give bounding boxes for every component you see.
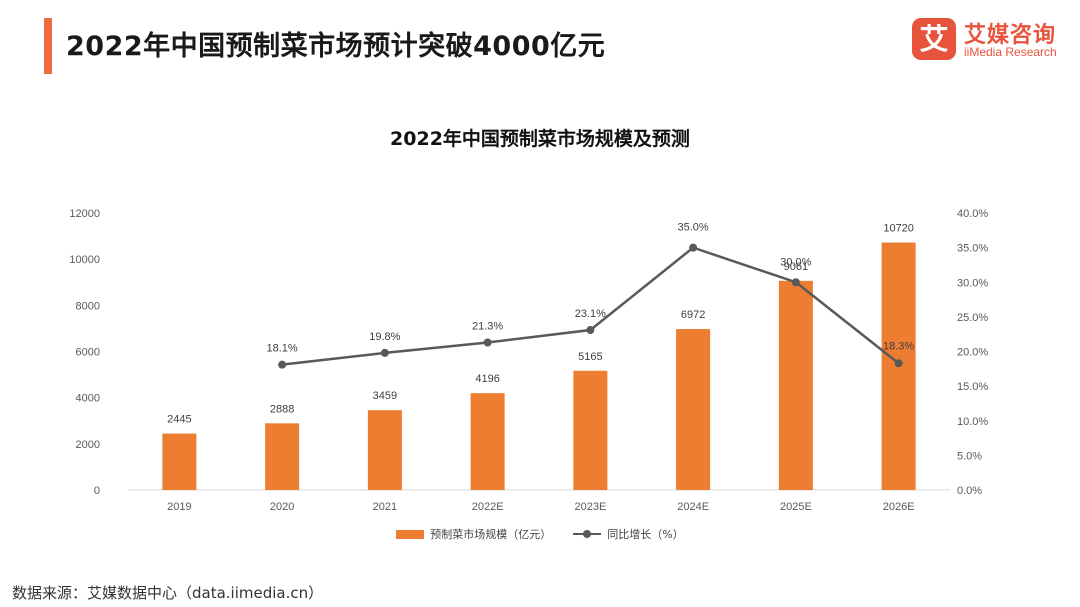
x-tick-label: 2021	[373, 501, 397, 513]
growth-point	[380, 348, 389, 357]
bar-value-label: 6972	[681, 309, 705, 321]
growth-point	[791, 278, 800, 287]
x-tick-label: 2024E	[677, 501, 709, 513]
legend-item-line: 同比增长（%）	[573, 526, 684, 542]
logo-name-cn: 艾媒咨询	[964, 23, 1057, 48]
growth-value-label: 18.3%	[883, 340, 914, 352]
growth-value-label: 30.0%	[780, 256, 811, 268]
title-accent-bar	[44, 18, 52, 74]
y2-tick-label: 40.0%	[957, 208, 988, 220]
legend-line-swatch	[573, 529, 602, 539]
growth-value-label: 21.3%	[472, 320, 503, 332]
y2-tick-label: 25.0%	[957, 312, 988, 324]
growth-value-label: 18.1%	[267, 343, 298, 355]
logo-mark-icon: 艾	[912, 18, 956, 60]
y2-tick-label: 35.0%	[957, 243, 988, 255]
y-tick-label: 12000	[69, 208, 100, 220]
bar-value-label: 4196	[475, 373, 499, 385]
y-tick-label: 6000	[76, 347, 100, 359]
bar	[367, 410, 402, 490]
bar	[676, 329, 711, 490]
brand-logo: 艾 艾媒咨询 iiMedia Research	[912, 16, 1072, 64]
x-tick-label: 2025E	[780, 501, 812, 513]
bar	[778, 280, 813, 490]
y2-tick-label: 0.0%	[957, 485, 982, 497]
y2-tick-label: 15.0%	[957, 381, 988, 393]
legend-item-bar: 预制菜市场规模（亿元）	[396, 526, 551, 542]
y-tick-label: 0	[94, 485, 100, 497]
growth-point	[483, 338, 492, 347]
bar	[470, 393, 505, 490]
x-tick-label: 2020	[270, 501, 294, 513]
growth-point	[278, 360, 287, 369]
x-tick-label: 2026E	[883, 501, 915, 513]
bar	[162, 433, 197, 490]
growth-point	[586, 326, 595, 335]
y-tick-label: 10000	[69, 254, 100, 266]
bar-value-label: 9061	[784, 261, 808, 273]
y2-tick-label: 10.0%	[957, 416, 988, 428]
growth-point	[689, 243, 698, 252]
x-tick-label: 2022E	[472, 501, 504, 513]
bar-value-label: 2888	[270, 403, 294, 415]
chart-title: 2022年中国预制菜市场规模及预测	[390, 128, 690, 150]
logo-name-en: iiMedia Research	[964, 45, 1057, 59]
page-title: 2022年中国预制菜市场预计突破4000亿元	[66, 31, 606, 62]
growth-value-label: 19.8%	[369, 331, 400, 343]
legend-line-label: 同比增长（%）	[607, 528, 684, 541]
y2-tick-label: 30.0%	[957, 277, 988, 289]
bar-value-label: 3459	[373, 390, 397, 402]
bar-value-label: 2445	[167, 414, 191, 426]
legend-bar-label: 预制菜市场规模（亿元）	[430, 528, 552, 541]
x-tick-label: 2019	[167, 501, 191, 513]
growth-value-label: 35.0%	[678, 222, 709, 234]
growth-value-label: 23.1%	[575, 308, 606, 320]
legend-bar-swatch	[396, 529, 425, 539]
bar-value-label: 5165	[578, 351, 602, 363]
x-tick-label: 2023E	[574, 501, 606, 513]
chart-legend: 预制菜市场规模（亿元） 同比增长（%）	[0, 524, 1080, 544]
y-tick-label: 4000	[76, 393, 100, 405]
growth-point	[894, 359, 903, 368]
bar-value-label: 10720	[883, 223, 914, 235]
y2-tick-label: 20.0%	[957, 347, 988, 359]
bar	[265, 423, 300, 490]
bar	[573, 370, 608, 490]
y-tick-label: 8000	[76, 300, 100, 312]
y-tick-label: 2000	[76, 439, 100, 451]
y2-tick-label: 5.0%	[957, 450, 982, 462]
data-source: 数据来源：艾媒数据中心（data.iimedia.cn）	[12, 584, 324, 602]
